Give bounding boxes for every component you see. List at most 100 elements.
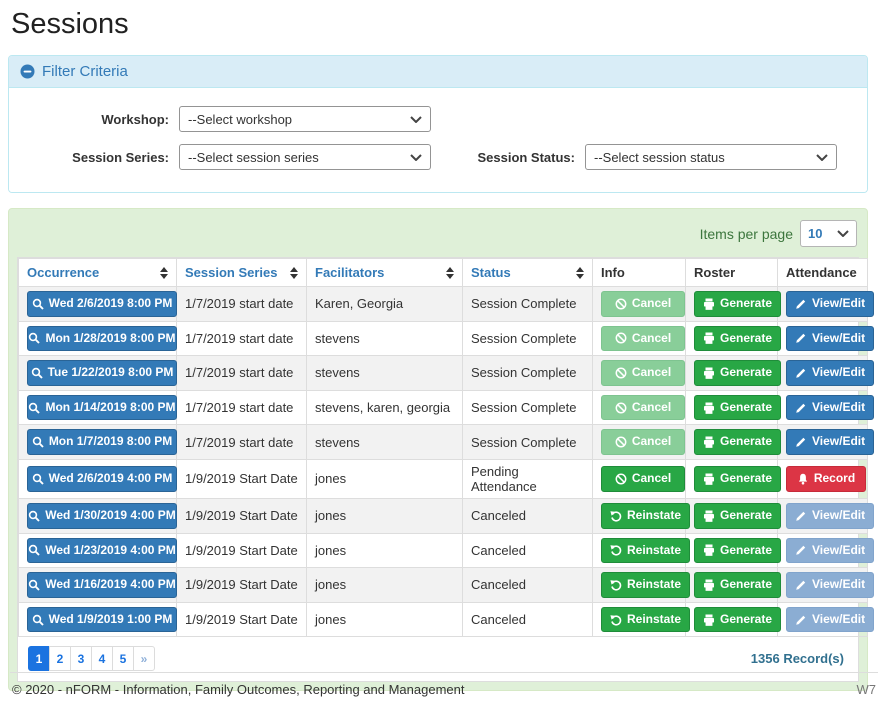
- pencil-icon: [795, 402, 807, 414]
- roster-cell: Generate: [685, 458, 782, 499]
- items-per-page-value: 10: [808, 226, 823, 241]
- session-status-select[interactable]: --Select session status: [585, 144, 837, 170]
- facilitators-cell: stevens: [306, 355, 463, 391]
- search-icon: [28, 510, 40, 522]
- pencil-icon: [795, 332, 807, 344]
- occurrence-button[interactable]: Wed 2/6/2019 4:00 PM: [27, 466, 177, 492]
- pencil-icon: [795, 436, 807, 448]
- page-button-2[interactable]: 2: [49, 646, 71, 672]
- status-cell: Canceled: [462, 497, 593, 534]
- occurrence-cell: Wed 1/30/2019 4:00 PM: [18, 497, 177, 534]
- filter-criteria-header[interactable]: Filter Criteria: [9, 56, 867, 88]
- record-count: 1356 Record(s): [750, 651, 844, 667]
- page-button-3[interactable]: 3: [70, 646, 92, 672]
- occurrence-cell: Wed 1/9/2019 1:00 PM: [18, 601, 177, 638]
- ban-icon: [615, 402, 627, 414]
- search-icon: [32, 473, 44, 485]
- printer-icon: [703, 510, 715, 522]
- session-series-label: Session Series:: [72, 149, 169, 165]
- view-edit-button[interactable]: View/Edit: [786, 325, 875, 352]
- occurrence-button[interactable]: Mon 1/28/2019 8:00 PM: [27, 325, 177, 352]
- search-icon: [32, 614, 44, 626]
- table-footer-row: 1 2 3 4 5 » 1356 Record(s): [18, 637, 858, 681]
- generate-button[interactable]: Generate: [694, 291, 782, 317]
- occurrence-button[interactable]: Wed 1/30/2019 4:00 PM: [27, 502, 177, 529]
- column-header-session-series[interactable]: Session Series: [176, 258, 307, 287]
- view-edit-button[interactable]: View/Edit: [786, 360, 875, 386]
- column-header-occurrence[interactable]: Occurrence: [18, 258, 177, 287]
- cancel-button-disabled: Cancel: [601, 394, 685, 421]
- view-edit-button[interactable]: View/Edit: [786, 394, 875, 421]
- occurrence-cell: Wed 1/16/2019 4:00 PM: [18, 567, 177, 603]
- ban-icon: [615, 473, 627, 485]
- generate-button[interactable]: Generate: [694, 429, 782, 455]
- view-edit-button[interactable]: View/Edit: [786, 429, 875, 455]
- occurrence-button[interactable]: Wed 2/6/2019 8:00 PM: [27, 291, 177, 317]
- printer-icon: [703, 614, 715, 626]
- occurrence-button[interactable]: Wed 1/9/2019 1:00 PM: [27, 606, 177, 633]
- filter-criteria-body: Workshop: --Select workshop Session Seri…: [9, 88, 867, 192]
- ban-icon: [615, 367, 627, 379]
- occurrence-button[interactable]: Wed 1/16/2019 4:00 PM: [27, 572, 177, 598]
- page-button-4[interactable]: 4: [91, 646, 113, 672]
- minus-circle-icon[interactable]: [20, 64, 35, 79]
- filter-criteria-panel: Filter Criteria Workshop: --Select works…: [8, 55, 868, 193]
- facilitators-cell: stevens, karen, georgia: [306, 389, 463, 426]
- session-series-cell: 1/9/2019 Start Date: [176, 497, 307, 534]
- info-cell: Cancel: [592, 424, 686, 460]
- reinstate-button[interactable]: Reinstate: [601, 606, 691, 633]
- generate-button[interactable]: Generate: [694, 325, 782, 352]
- column-header-status[interactable]: Status: [462, 258, 593, 287]
- reinstate-button[interactable]: Reinstate: [601, 502, 691, 529]
- view-edit-button-disabled: View/Edit: [786, 537, 875, 564]
- sort-arrows-icon: [446, 266, 454, 279]
- occurrence-cell: Mon 1/7/2019 8:00 PM: [18, 424, 177, 460]
- roster-cell: Generate: [685, 320, 782, 357]
- sort-arrows-icon: [576, 266, 584, 279]
- session-series-cell: 1/9/2019 Start Date: [176, 567, 307, 603]
- attendance-cell: View/Edit: [777, 320, 875, 357]
- table-row: Mon 1/28/2019 8:00 PM 1/7/2019 start date…: [18, 320, 875, 357]
- cancel-button[interactable]: Cancel: [601, 466, 685, 492]
- generate-button[interactable]: Generate: [694, 537, 782, 564]
- table-row: Mon 1/14/2019 8:00 PM 1/7/2019 start date…: [18, 389, 875, 426]
- chevron-down-icon: [837, 230, 849, 237]
- occurrence-button[interactable]: Mon 1/7/2019 8:00 PM: [27, 429, 177, 455]
- generate-button[interactable]: Generate: [694, 360, 782, 386]
- occurrence-button[interactable]: Mon 1/14/2019 8:00 PM: [27, 394, 177, 421]
- info-cell: Reinstate: [592, 601, 691, 638]
- record-button[interactable]: Record: [786, 466, 866, 492]
- search-icon: [28, 579, 40, 591]
- sessions-table-card: Occurrence Session Series Facilitators: [17, 257, 875, 683]
- occurrence-button[interactable]: Wed 1/23/2019 4:00 PM: [27, 537, 177, 564]
- reinstate-button[interactable]: Reinstate: [601, 537, 691, 564]
- generate-button[interactable]: Generate: [694, 394, 782, 421]
- table-row: Wed 2/6/2019 8:00 PM 1/7/2019 start date K…: [18, 286, 875, 322]
- pagination: 1 2 3 4 5 »: [28, 646, 155, 672]
- table-row: Mon 1/7/2019 8:00 PM 1/7/2019 start date s…: [18, 424, 875, 460]
- generate-button[interactable]: Generate: [694, 502, 782, 529]
- view-edit-button[interactable]: View/Edit: [786, 291, 875, 317]
- generate-button[interactable]: Generate: [694, 572, 782, 598]
- reinstate-button[interactable]: Reinstate: [601, 572, 691, 598]
- generate-button[interactable]: Generate: [694, 466, 782, 492]
- page-next-button[interactable]: »: [133, 646, 155, 672]
- info-cell: Reinstate: [592, 532, 691, 569]
- session-series-cell: 1/9/2019 Start Date: [176, 458, 307, 499]
- page-button-5[interactable]: 5: [112, 646, 134, 672]
- attendance-cell: View/Edit: [777, 532, 875, 569]
- page-button-1[interactable]: 1: [28, 646, 50, 672]
- session-series-cell: 1/7/2019 start date: [176, 320, 307, 357]
- info-cell: Cancel: [592, 355, 686, 391]
- info-cell: Cancel: [592, 389, 686, 426]
- table-row: Wed 1/30/2019 4:00 PM 1/9/2019 Start Date…: [18, 497, 875, 534]
- session-series-select[interactable]: --Select session series: [179, 144, 431, 170]
- undo-icon: [610, 614, 622, 626]
- generate-button[interactable]: Generate: [694, 606, 782, 633]
- workshop-select[interactable]: --Select workshop: [179, 106, 431, 132]
- column-header-facilitators[interactable]: Facilitators: [306, 258, 463, 287]
- occurrence-button[interactable]: Tue 1/22/2019 8:00 PM: [27, 360, 177, 386]
- session-series-select-value: --Select session series: [188, 149, 319, 165]
- status-cell: Session Complete: [462, 355, 593, 391]
- items-per-page-select[interactable]: 10: [800, 220, 857, 247]
